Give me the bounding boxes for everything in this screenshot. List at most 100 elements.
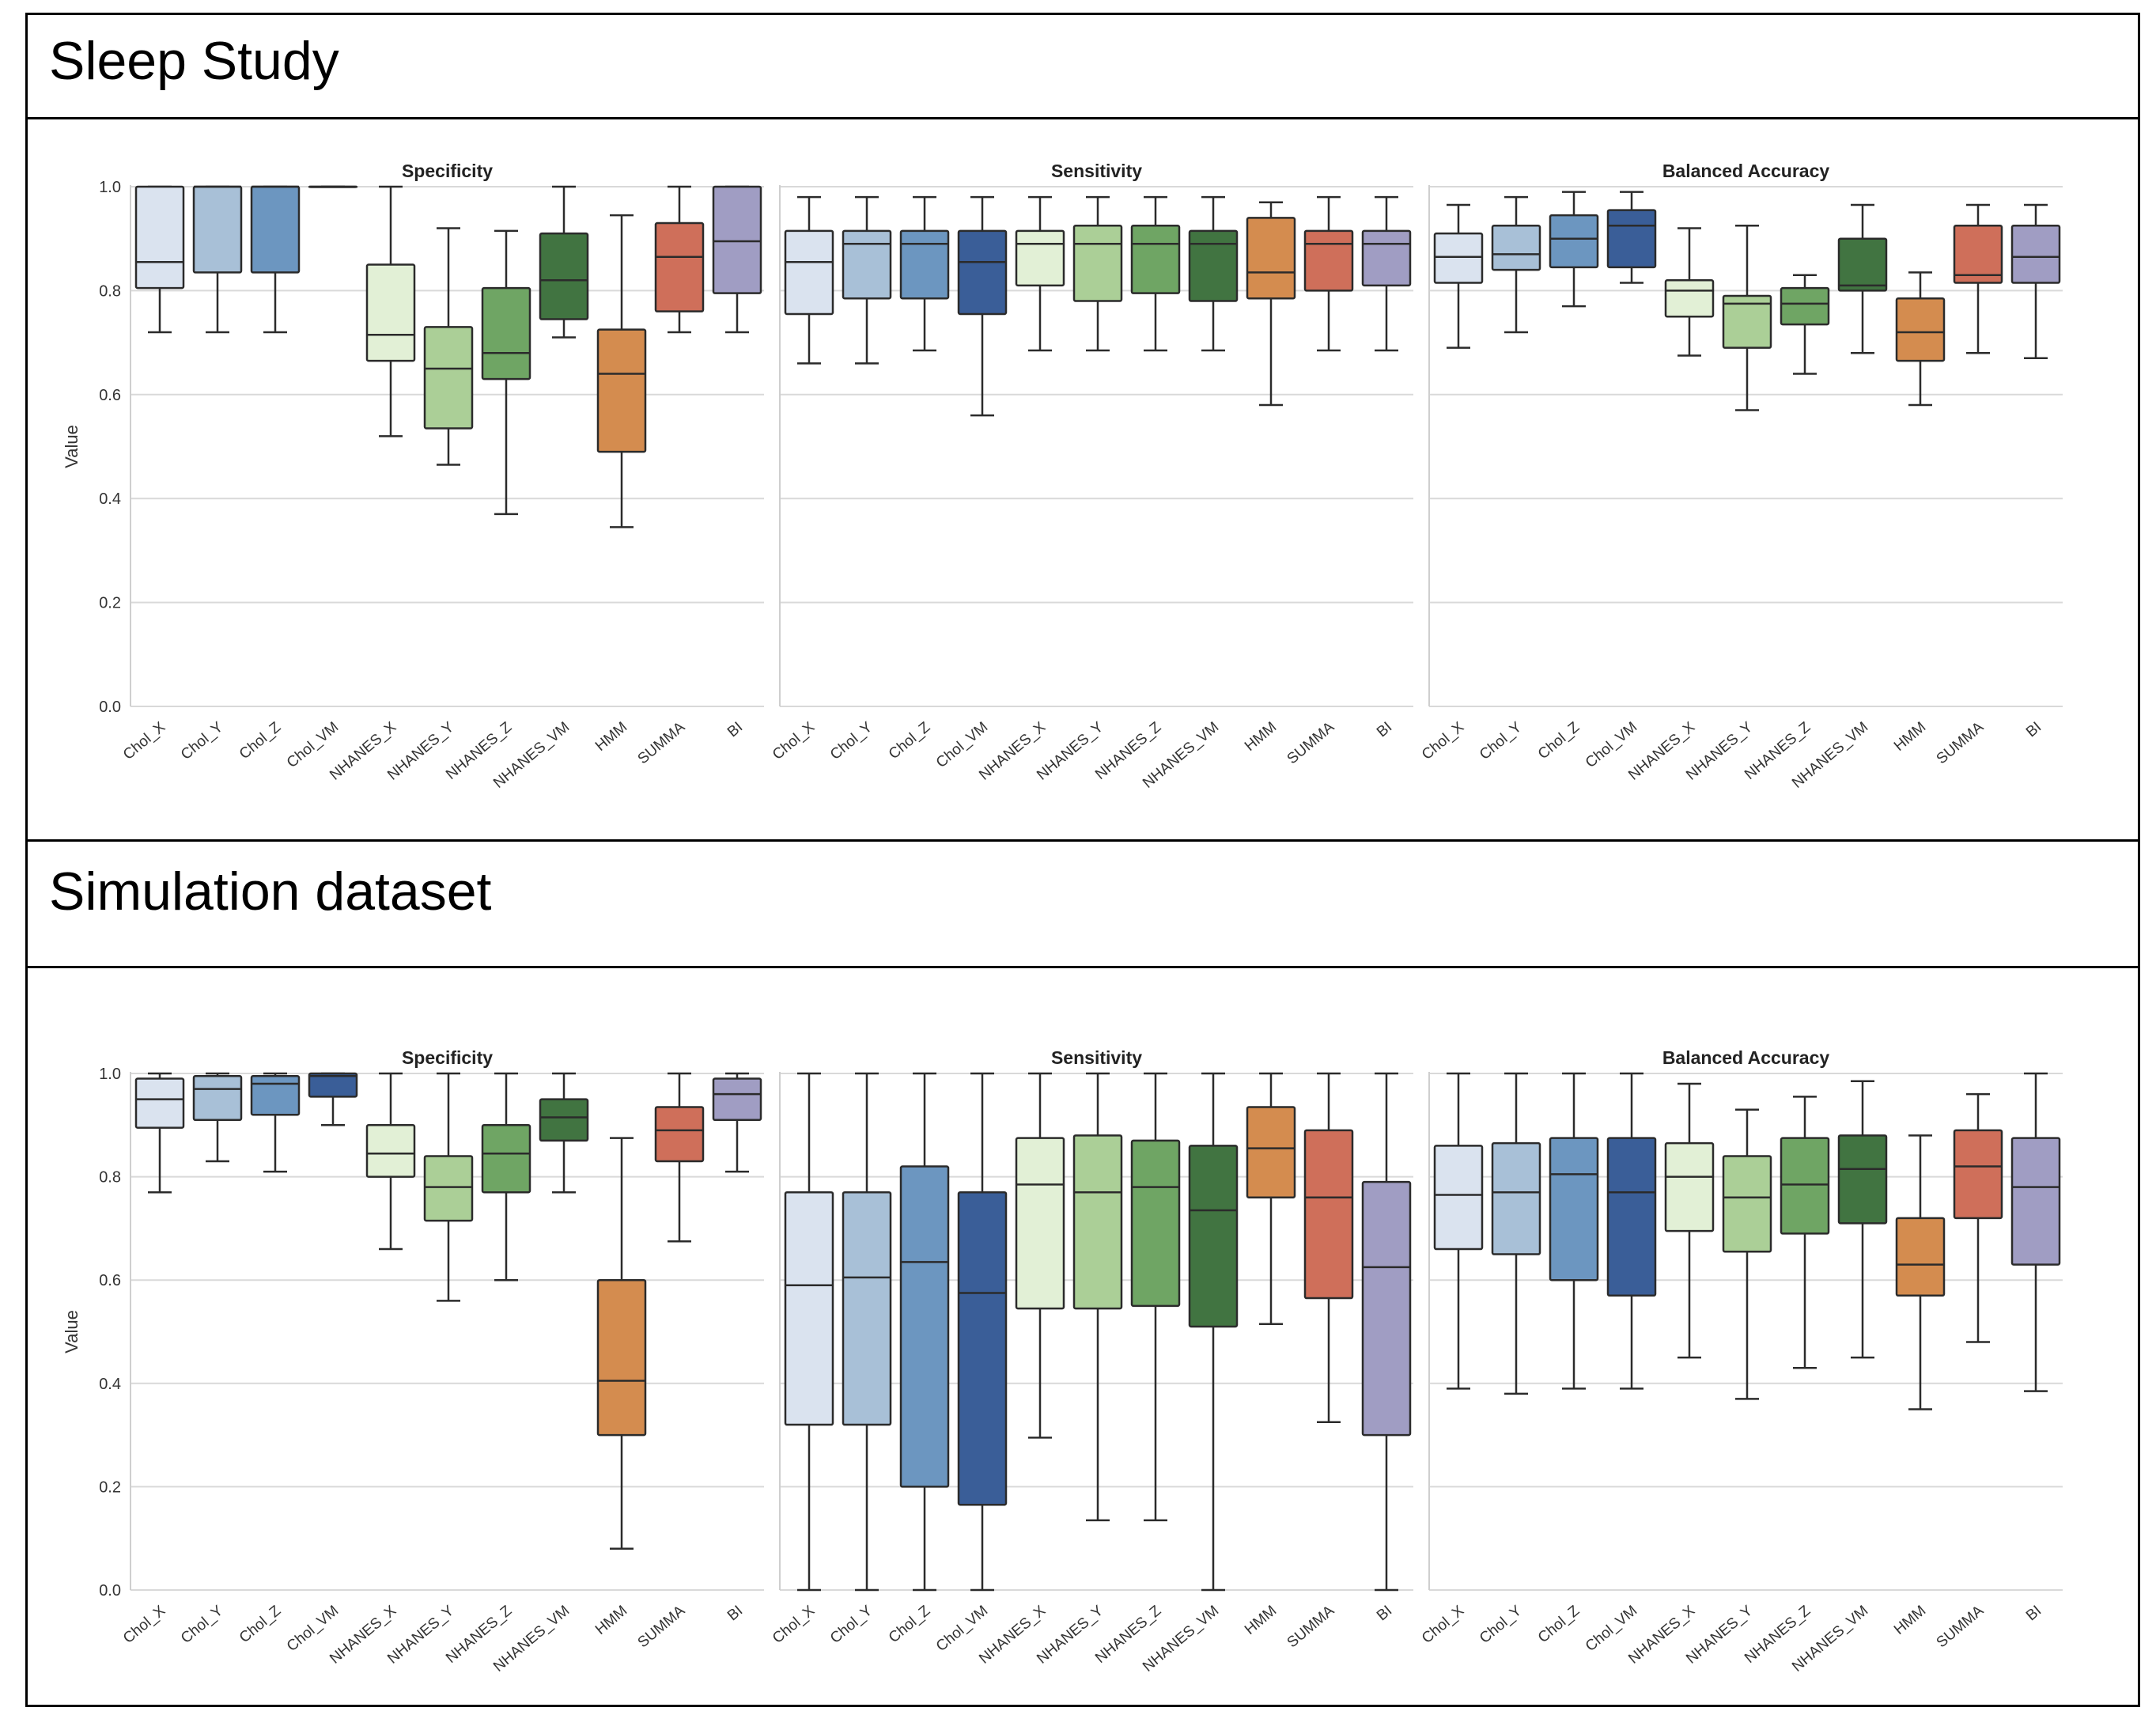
x-tick-label: HMM [592, 1603, 630, 1638]
box-hmm: HMM [592, 214, 647, 755]
iqr-box [423, 326, 474, 430]
box-hmm: HMM [1891, 271, 1946, 755]
x-tick-label: Chol_X [120, 1603, 168, 1647]
iqr-box [1130, 1139, 1181, 1308]
iqr-box [539, 1098, 589, 1142]
iqr-box [423, 1155, 474, 1222]
section-frame-simulation-dataset [25, 839, 2140, 1707]
box-hmm: HMM [592, 1137, 647, 1638]
x-tick-label: Chol_VM [933, 719, 991, 771]
box-bi: BI [712, 185, 762, 741]
box-nhanes-vm: NHANES_VM [490, 185, 589, 792]
iqr-box [365, 1124, 416, 1178]
iqr-box [957, 1191, 1008, 1506]
x-tick-label: Chol_X [1419, 1603, 1467, 1647]
box-bi: BI [1361, 1072, 1412, 1624]
iqr-box [2010, 225, 2061, 284]
x-tick-label: BI [724, 719, 746, 741]
iqr-box [1895, 1217, 1946, 1297]
box-nhanes-x: NHANES_X [1625, 227, 1715, 784]
x-tick-label: SUMMA [1284, 719, 1338, 768]
iqr-box [1837, 237, 1888, 292]
box-chol-vm: Chol_VM [284, 1072, 358, 1655]
iqr-box [1722, 1155, 1772, 1253]
x-tick-label: Chol_Y [178, 1603, 226, 1647]
x-tick-label: BI [724, 1603, 746, 1625]
box-chol-z: Chol_Z [886, 195, 950, 763]
y-tick-label: 0.8 [99, 282, 121, 300]
iqr-box [1433, 232, 1484, 284]
iqr-box [1664, 279, 1715, 318]
iqr-box [1303, 1129, 1354, 1300]
iqr-box [365, 263, 416, 362]
box-bi: BI [712, 1072, 762, 1625]
box-bi: BI [2010, 203, 2061, 740]
box-chol-y: Chol_Y [1477, 195, 1541, 763]
y-tick-label: 0.4 [99, 1376, 121, 1393]
iqr-box [1722, 294, 1772, 349]
x-tick-label: HMM [1242, 1603, 1280, 1638]
box-chol-x: Chol_X [120, 185, 185, 763]
x-tick-label: Chol_Y [827, 719, 876, 763]
iqr-box [1895, 297, 1946, 362]
y-tick-label: 0.4 [99, 490, 121, 508]
iqr-box [1953, 225, 2003, 284]
section-title-sleep-study: Sleep Study [49, 31, 339, 91]
box-chol-vm: Chol_VM [1583, 191, 1657, 771]
box-chol-y: Chol_Y [827, 195, 892, 763]
box-nhanes-z: NHANES_Z [443, 229, 531, 783]
x-tick-label: Chol_VM [1583, 719, 1640, 771]
panel-title: Balanced Accuracy [1662, 161, 1830, 181]
x-tick-label: Chol_VM [284, 1603, 342, 1655]
box-chol-z: Chol_Z [1535, 191, 1599, 763]
box-chol-vm: Chol_VM [284, 185, 358, 771]
iqr-box [1664, 1141, 1715, 1232]
iqr-box [1549, 214, 1599, 269]
iqr-box [654, 1106, 705, 1163]
y-axis-label: Value [62, 425, 81, 468]
box-chol-z: Chol_Z [236, 185, 301, 763]
box-nhanes-x: NHANES_X [327, 185, 416, 784]
panel-title: Sensitivity [1051, 1047, 1142, 1068]
iqr-box [1433, 1145, 1484, 1251]
x-tick-label: SUMMA [1934, 719, 1988, 768]
x-tick-label: Chol_Y [1477, 1603, 1525, 1647]
box-chol-y: Chol_Y [178, 1072, 243, 1647]
chart-simulation-dataset: 0.0 0.2 0.4 0.6 0.8 1.0 Value Specificity Chol_X… [62, 1047, 2063, 1675]
iqr-box [1072, 1134, 1123, 1310]
x-tick-label: Chol_Y [827, 1603, 876, 1647]
x-tick-label: Chol_VM [933, 1603, 991, 1655]
iqr-box [481, 1124, 531, 1194]
y-tick-label: 0.2 [99, 595, 121, 612]
iqr-box [1549, 1137, 1599, 1282]
iqr-box [1837, 1134, 1888, 1225]
section-header-band [28, 842, 2138, 968]
box-hmm: HMM [1242, 1072, 1296, 1638]
x-tick-label: Chol_Y [178, 719, 226, 763]
section-header-band [28, 15, 2138, 119]
box-chol-y: Chol_Y [1477, 1072, 1541, 1647]
y-tick-label: 1.0 [99, 179, 121, 196]
box-chol-y: Chol_Y [178, 185, 243, 763]
x-tick-label: BI [2023, 1603, 2044, 1625]
x-tick-label: Chol_X [120, 719, 168, 763]
iqr-box [1606, 1137, 1657, 1297]
iqr-box [1188, 229, 1239, 302]
iqr-box [784, 1191, 834, 1426]
iqr-box [192, 1075, 243, 1122]
x-tick-label: SUMMA [1934, 1603, 1988, 1652]
iqr-box [1015, 1137, 1065, 1310]
x-tick-label: HMM [1891, 719, 1929, 755]
y-tick-label: 0.8 [99, 1169, 121, 1187]
x-tick-label: HMM [1891, 1603, 1929, 1638]
x-tick-label: Chol_Z [886, 1602, 934, 1646]
iqr-box [1246, 217, 1296, 300]
section-title-simulation-dataset: Simulation dataset [49, 861, 492, 922]
iqr-box [481, 286, 531, 380]
panel-title: Balanced Accuracy [1662, 1047, 1830, 1068]
chart-sleep-study: 0.0 0.2 0.4 0.6 0.8 1.0 Value Specificity Chol_X… [62, 161, 2063, 792]
